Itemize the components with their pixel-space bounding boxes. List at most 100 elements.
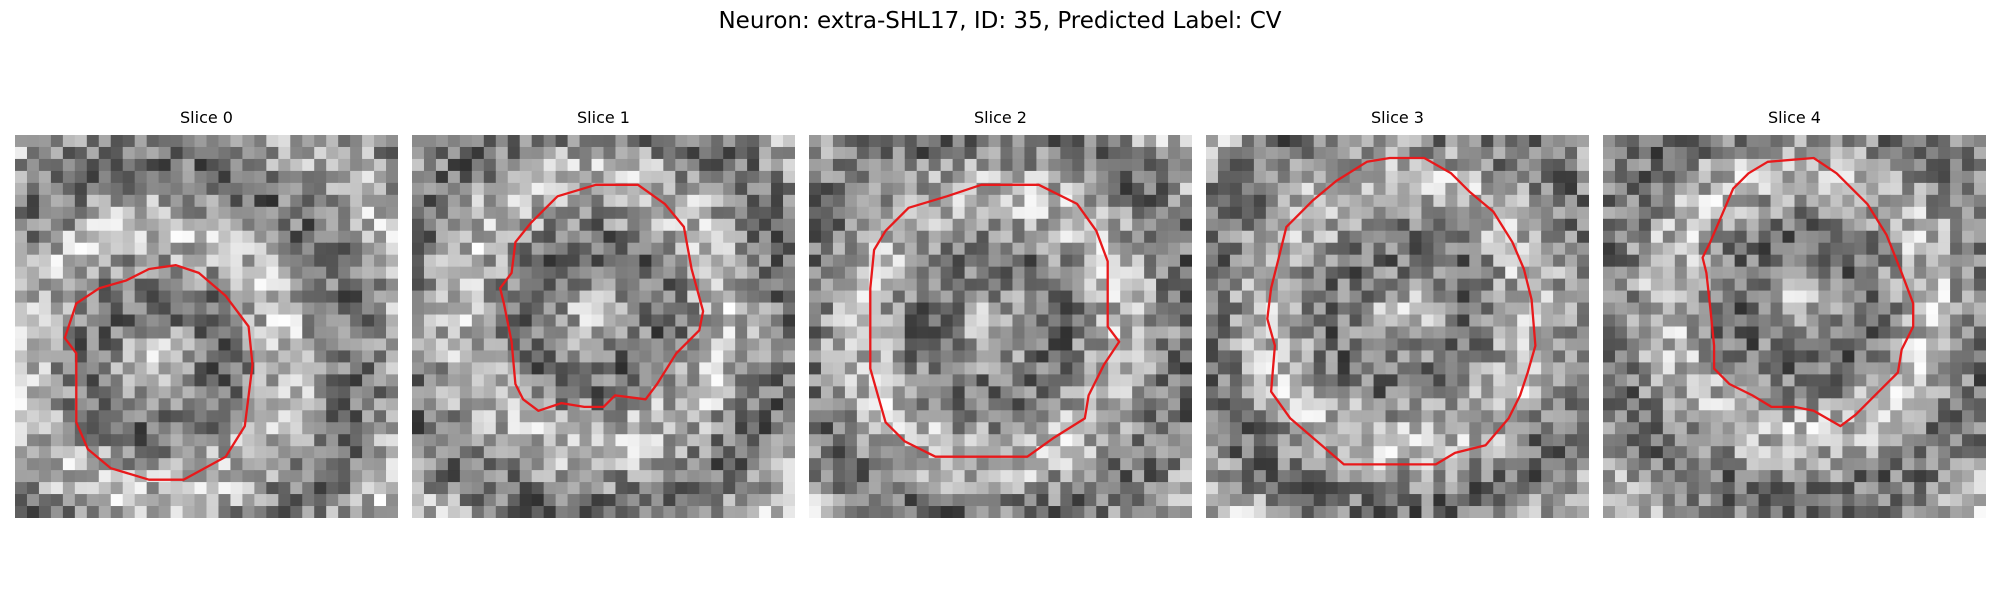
pixel — [1493, 386, 1506, 399]
pixel — [266, 350, 279, 364]
pixel — [591, 135, 605, 148]
pixel — [483, 146, 497, 160]
pixel — [1349, 362, 1363, 375]
pixel — [675, 194, 688, 208]
pixel — [326, 182, 339, 196]
pixel — [976, 254, 990, 268]
pixel — [579, 194, 593, 208]
pixel — [1686, 446, 1700, 459]
pixel — [723, 350, 736, 364]
pixel — [1373, 398, 1387, 411]
pixel — [809, 398, 822, 411]
pixel — [362, 290, 375, 304]
pixel — [302, 434, 315, 447]
pixel — [182, 422, 196, 435]
pixel — [1806, 374, 1820, 387]
pixel — [1614, 230, 1628, 244]
pixel — [832, 206, 846, 220]
pixel — [362, 314, 375, 328]
pixel — [1866, 170, 1879, 184]
pixel — [1974, 194, 1986, 208]
pixel — [1950, 290, 1963, 304]
pixel — [603, 374, 617, 387]
pixel — [1650, 446, 1664, 459]
pixel — [1902, 362, 1915, 375]
pixel — [278, 314, 291, 328]
pixel — [856, 326, 870, 340]
pixel — [1734, 362, 1748, 375]
pixel — [459, 135, 473, 148]
pixel — [1974, 170, 1986, 184]
pixel — [1445, 374, 1458, 387]
pixel — [1626, 410, 1640, 423]
pixel — [735, 194, 748, 208]
pixel — [1553, 194, 1566, 208]
pixel — [832, 230, 846, 244]
pixel — [435, 290, 449, 304]
pixel — [1433, 506, 1446, 518]
pixel — [1132, 278, 1145, 292]
pixel — [194, 386, 208, 399]
pixel — [1421, 386, 1435, 399]
pixel — [1132, 242, 1145, 256]
pixel — [423, 506, 437, 518]
pixel — [904, 290, 918, 304]
pixel — [1349, 494, 1363, 507]
pixel — [122, 290, 136, 304]
pixel — [254, 266, 267, 280]
pixel — [976, 194, 990, 208]
pixel — [627, 314, 641, 328]
pixel — [1445, 458, 1458, 471]
pixel — [62, 494, 76, 507]
pixel — [868, 135, 882, 148]
pixel — [627, 410, 641, 423]
pixel — [1301, 230, 1315, 244]
pixel — [26, 290, 40, 304]
pixel — [892, 314, 906, 328]
pixel — [38, 278, 52, 292]
pixel — [1493, 338, 1506, 352]
pixel — [880, 206, 894, 220]
pixel — [567, 278, 581, 292]
pixel — [338, 230, 351, 244]
pixel — [146, 218, 160, 232]
pixel — [591, 230, 605, 244]
pixel — [290, 266, 303, 280]
pixel — [1206, 194, 1219, 208]
pixel — [1024, 434, 1038, 447]
pixel — [1156, 386, 1169, 399]
pixel — [988, 422, 1002, 435]
pixel — [218, 158, 232, 172]
pixel — [1746, 302, 1760, 316]
pixel — [1830, 326, 1843, 340]
pixel — [519, 290, 533, 304]
pixel — [1433, 470, 1446, 483]
pixel — [543, 170, 557, 184]
pixel — [543, 470, 557, 483]
pixel — [1048, 266, 1061, 280]
pixel — [423, 470, 437, 483]
pixel — [904, 482, 918, 495]
pixel — [1313, 374, 1327, 387]
pixel — [1433, 266, 1446, 280]
pixel — [1674, 290, 1688, 304]
pixel — [62, 278, 76, 292]
pixel — [964, 362, 978, 375]
pixel — [1962, 338, 1975, 352]
pixel — [711, 410, 724, 423]
pixel — [1710, 278, 1724, 292]
pixel — [98, 386, 112, 399]
pixel — [1782, 135, 1796, 148]
pixel — [1385, 206, 1399, 220]
pixel — [627, 290, 641, 304]
pixel — [832, 266, 846, 280]
pixel — [1132, 182, 1145, 196]
pixel — [639, 146, 652, 160]
pixel — [1854, 290, 1867, 304]
pixel — [1794, 314, 1808, 328]
pixel — [206, 386, 220, 399]
pixel — [15, 218, 28, 232]
pixel — [1734, 458, 1748, 471]
pixel — [1253, 266, 1267, 280]
pixel — [1818, 218, 1832, 232]
